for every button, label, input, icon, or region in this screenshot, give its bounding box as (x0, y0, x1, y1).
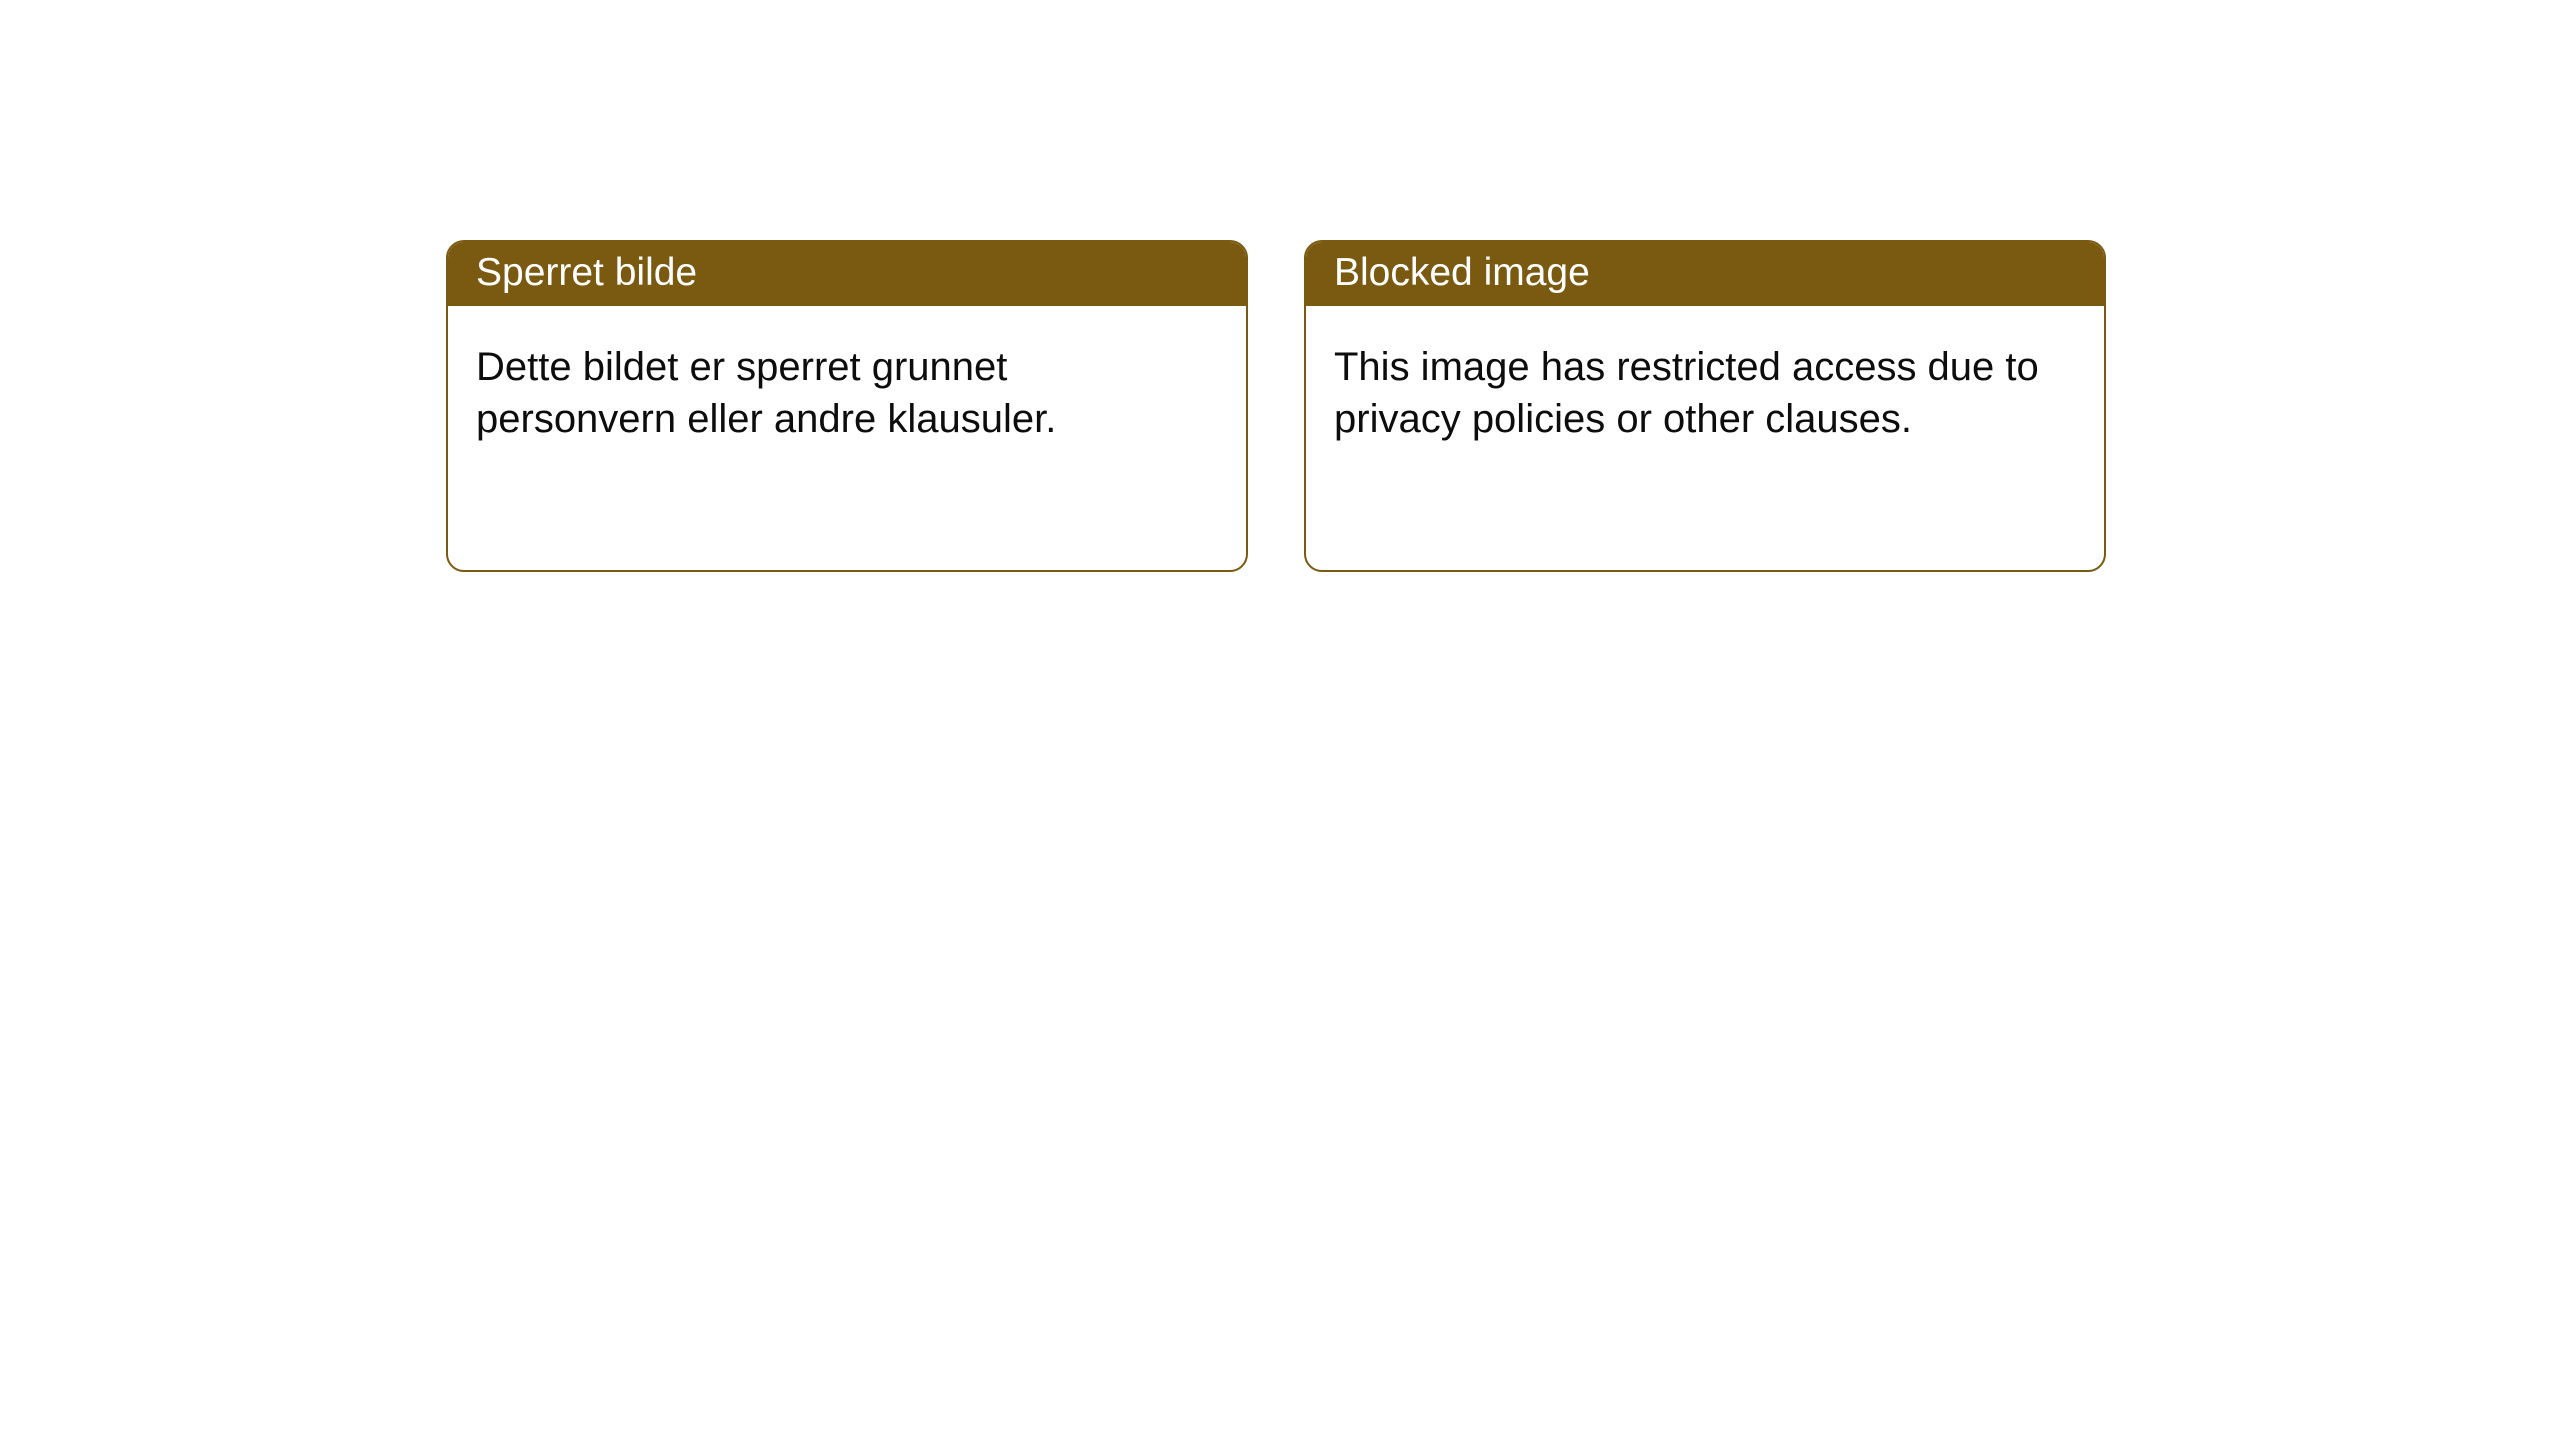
card-body: This image has restricted access due to … (1306, 306, 2104, 473)
card-header: Blocked image (1306, 242, 2104, 306)
notice-card-norwegian: Sperret bilde Dette bildet er sperret gr… (446, 240, 1248, 572)
notice-card-english: Blocked image This image has restricted … (1304, 240, 2106, 572)
card-body: Dette bildet er sperret grunnet personve… (448, 306, 1246, 473)
notice-cards-container: Sperret bilde Dette bildet er sperret gr… (446, 240, 2106, 572)
card-header: Sperret bilde (448, 242, 1246, 306)
